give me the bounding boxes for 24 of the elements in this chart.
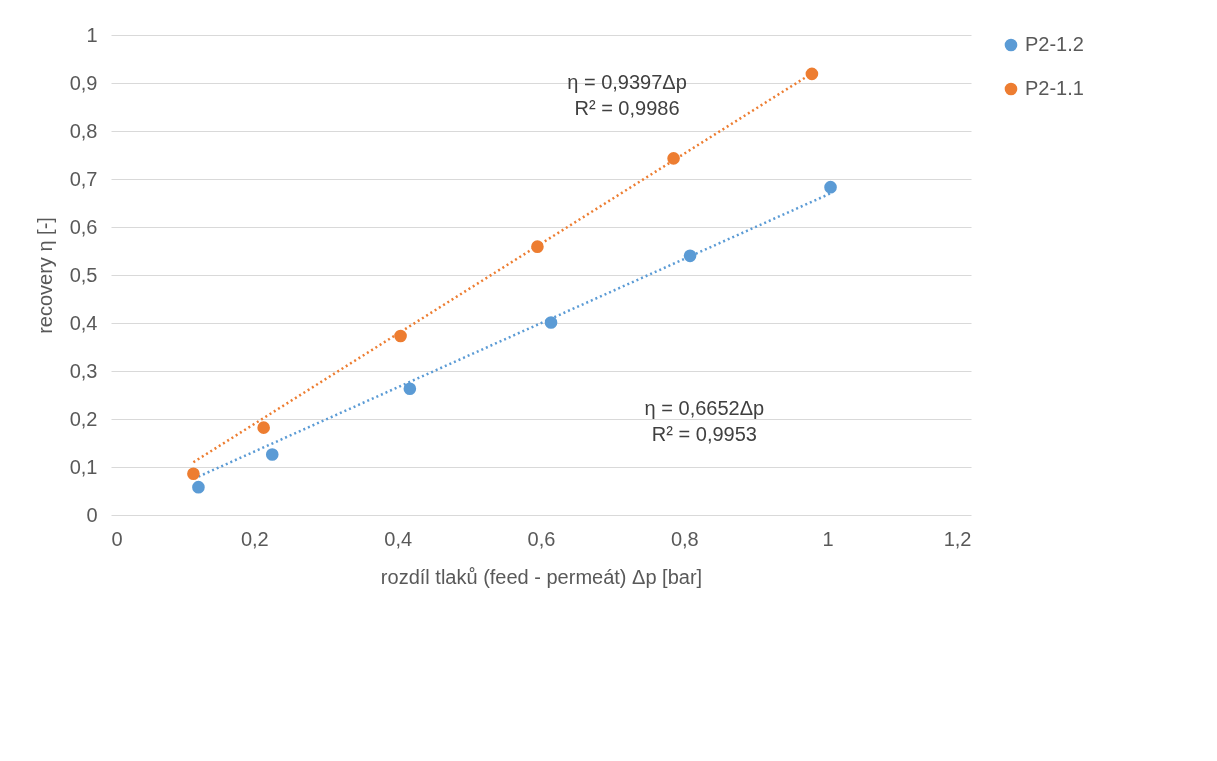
y-tick-label: 0,6 — [69, 215, 98, 238]
x-tick-label: 1,2 — [943, 527, 972, 550]
x-tick-label: 0 — [111, 527, 123, 550]
y-tick-label: 0,8 — [69, 119, 98, 142]
y-tick-label: 0,5 — [69, 263, 98, 286]
x-tick-label: 0,4 — [384, 527, 413, 550]
y-tick-label: 0,9 — [69, 71, 98, 94]
x-tick-label: 0,8 — [670, 527, 699, 550]
y-tick-label: 0,4 — [69, 311, 98, 334]
legend-label: P2-1.1 — [1025, 77, 1084, 99]
legend-label: P2-1.2 — [1025, 33, 1084, 55]
y-tick-label: 0,1 — [69, 455, 98, 478]
x-tick-label: 0,2 — [240, 527, 269, 550]
y-tick-label: 1 — [86, 23, 98, 46]
y-tick-label: 0,7 — [69, 167, 98, 190]
y-axis-title: recovery η [-] — [33, 217, 56, 334]
annotation: η = 0,6652Δp R² = 0,9953 — [644, 397, 765, 446]
x-tick-label: 1 — [822, 527, 834, 550]
x-tick-label: 0,6 — [527, 527, 556, 550]
x-axis-title: rozdíl tlaků (feed - permeát) Δp [bar] — [380, 565, 703, 588]
y-tick-label: 0,2 — [69, 407, 98, 430]
y-tick-label: 0 — [86, 503, 98, 526]
annotation: η = 0,9397Δp R² = 0,9986 — [567, 71, 687, 119]
y-tick-label: 0,3 — [69, 359, 98, 382]
